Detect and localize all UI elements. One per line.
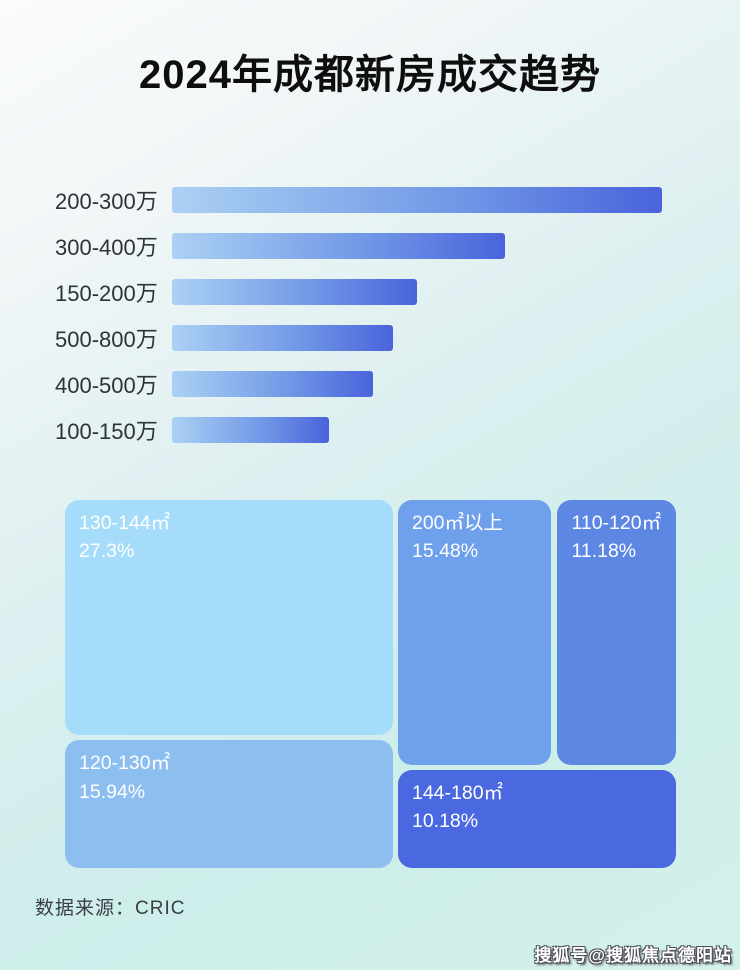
data-source-label: 数据来源：CRIC [35,898,186,919]
area-share-treemap: 130-144㎡ 27.3% 120-130㎡ 15.94% 200㎡以上 15… [65,500,676,868]
bar-label: 100-150万 [55,419,158,444]
bar-track [172,325,662,351]
bar-row-200-300: 200-300万 [55,177,685,223]
bar-fill-200-300 [172,187,662,213]
treemap-block-120-130: 120-130㎡ 15.94% [65,740,394,868]
bar-fill-100-150 [172,417,329,443]
treemap-block-label: 144-180㎡ [411,782,504,805]
treemap-block-percent: 27.3% [79,540,135,563]
treemap-block-label: 110-120㎡ [571,512,662,534]
bar-row-100-150: 100-150万 [55,407,685,453]
page-title: 2024年成都新房成交趋势 [139,53,601,97]
treemap-block-label: 130-144㎡ [79,512,171,534]
price-range-bar-chart: 200-300万 300-400万 150-200万 500-800万 400-… [55,177,685,453]
treemap-block-110-120: 110-120㎡ 11.18% [557,500,676,765]
bar-label: 300-400万 [55,235,158,260]
bar-fill-300-400 [172,233,506,259]
treemap-block-percent: 11.18% [571,540,637,563]
bar-row-400-500: 400-500万 [55,361,685,407]
treemap-block-label: 200㎡以上 [411,512,504,534]
bar-label: 500-800万 [55,327,158,352]
bar-row-500-800: 500-800万 [55,315,685,361]
bar-label: 200-300万 [55,189,158,214]
treemap-block-200-plus: 200㎡以上 15.48% [397,500,552,765]
treemap-block-label: 120-130㎡ [79,752,171,775]
bar-fill-500-800 [172,325,393,351]
bar-label: 400-500万 [55,373,158,398]
bar-track [172,187,662,213]
bar-row-300-400: 300-400万 [55,223,685,269]
bar-track [172,417,662,443]
treemap-block-percent: 15.94% [79,780,146,803]
bar-fill-400-500 [172,371,373,397]
treemap-block-144-180: 144-180㎡ 10.18% [397,770,676,868]
treemap-block-percent: 15.48% [411,540,479,563]
treemap-block-percent: 10.18% [411,810,479,833]
bar-fill-150-200 [172,279,417,305]
treemap-block-130-144: 130-144㎡ 27.3% [65,500,394,736]
bar-track [172,279,662,305]
bar-track [172,233,662,259]
bar-track [172,371,662,397]
watermark-sohu-account: 搜狐号@搜狐焦点德阳站 [534,946,732,965]
bar-row-150-200: 150-200万 [55,269,685,315]
bar-label: 150-200万 [55,281,158,306]
